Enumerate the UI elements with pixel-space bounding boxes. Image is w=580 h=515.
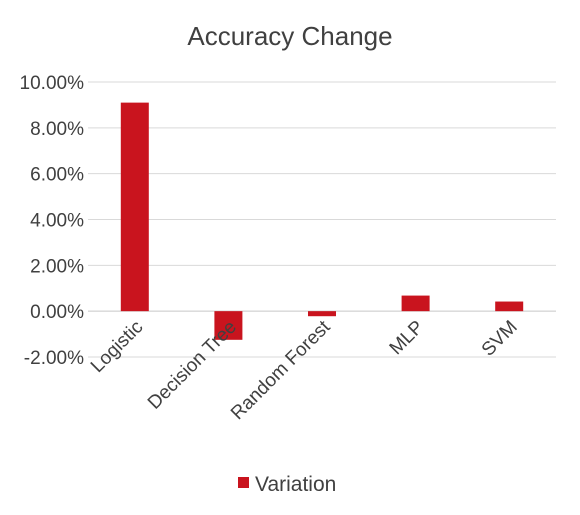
bar-svm: [495, 301, 524, 312]
bar-decision-tree: [214, 311, 243, 340]
x-category-label: Random Forest: [227, 316, 335, 424]
y-axis-tick-labels: -2.00% 0.00% 2.00% 4.00% 6.00% 8.00% 10.00%: [20, 73, 85, 369]
y-tick-label: 6.00%: [30, 165, 84, 186]
y-tick-label: 8.00%: [30, 119, 84, 140]
bars: [120, 102, 524, 340]
x-category-label: MLP: [386, 317, 428, 359]
y-tick-label: 2.00%: [30, 256, 84, 277]
chart-title: Accuracy Change: [187, 21, 392, 51]
legend-swatch-variation: [238, 477, 249, 488]
x-category-label: Decision Tree: [144, 317, 241, 414]
bar-logistic: [120, 102, 149, 312]
x-category-label: SVM: [478, 317, 522, 361]
y-tick-label: 4.00%: [30, 211, 84, 232]
legend-label-variation: Variation: [255, 473, 336, 496]
y-tick-label: 0.00%: [30, 302, 84, 323]
gridlines: [88, 81, 556, 358]
x-category-label: Logistic: [87, 317, 147, 377]
legend: Variation: [238, 473, 336, 496]
y-tick-label: -2.00%: [24, 348, 84, 369]
bar-random-forest: [308, 311, 336, 317]
bar-mlp: [401, 295, 430, 312]
y-tick-label: 10.00%: [20, 73, 85, 94]
